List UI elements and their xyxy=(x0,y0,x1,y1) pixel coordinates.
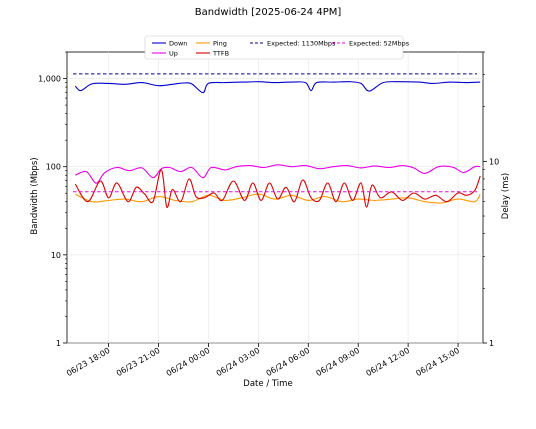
x-tick-label: 06/23 18:00 xyxy=(65,346,112,378)
series-down-line xyxy=(74,81,481,94)
x-tick-label: 06/24 03:00 xyxy=(215,346,262,378)
legend-label: Ping xyxy=(213,40,227,48)
series-ping-line xyxy=(75,193,481,204)
grid xyxy=(67,52,483,344)
legend-label: Down xyxy=(169,40,187,48)
x-tick-label: 06/23 21:00 xyxy=(115,346,162,378)
x-tick-label: 06/24 06:00 xyxy=(265,346,312,378)
y-tick-label: 10 xyxy=(51,251,61,260)
y-tick-label: 1,000 xyxy=(38,75,61,84)
x-tick-label: 06/24 12:00 xyxy=(364,346,411,378)
y-tick-label: 100 xyxy=(46,163,61,172)
legend-label: TTFB xyxy=(212,50,229,58)
legend-label: Up xyxy=(169,50,178,58)
series-ttfb-line xyxy=(74,169,481,208)
y-tick-label: 1 xyxy=(56,339,61,348)
y2-tick-label: 1 xyxy=(489,339,494,348)
series-up-line xyxy=(75,164,481,184)
legend: Down Up Ping TTFB Expected: 1130Mbps Expected… xyxy=(144,35,410,60)
x-axis-label: Date / Time xyxy=(243,379,292,389)
series-layer xyxy=(73,73,481,208)
x-tick-label: 06/24 09:00 xyxy=(315,346,362,378)
chart-title: Bandwidth [2025-06-24 4PM] xyxy=(195,7,342,18)
x-tick-label: 06/24 15:00 xyxy=(414,346,461,378)
legend-label: Expected: 52Mbps xyxy=(349,40,410,48)
y2-tick-label: 10 xyxy=(489,157,499,166)
y2-axis-label: Delay (ms) xyxy=(501,173,511,219)
y-axis-label: Bandwidth (Mbps) xyxy=(30,157,40,234)
legend-label: Expected: 1130Mbps xyxy=(267,40,336,48)
x-tick-label: 06/24 00:00 xyxy=(165,346,212,378)
